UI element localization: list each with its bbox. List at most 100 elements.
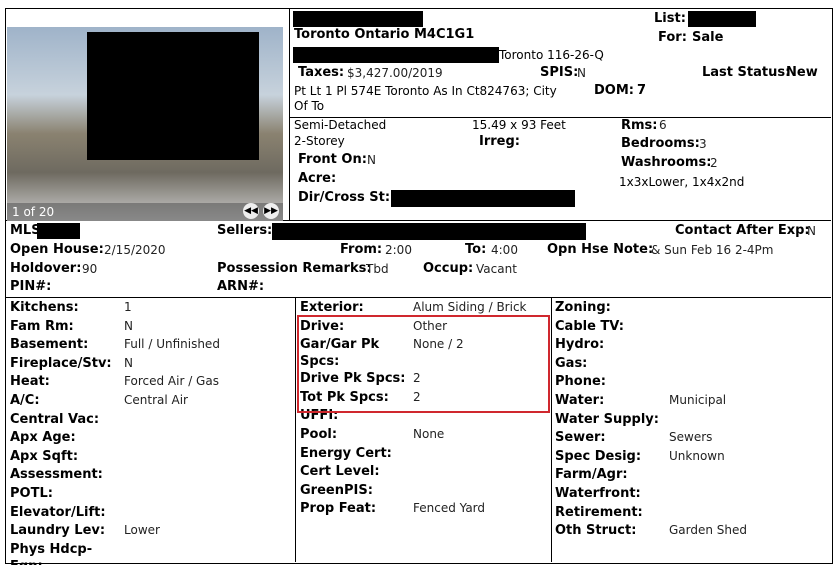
taxes-label: Taxes: — [298, 65, 345, 80]
rooms-value: 6 — [659, 118, 667, 132]
sellers-label: Sellers: — [217, 223, 273, 238]
from-value: 2:00 — [385, 243, 412, 257]
holdover-label: Holdover: — [10, 261, 82, 276]
field-value: Sewers — [669, 430, 713, 445]
for-value: Sale — [692, 30, 724, 45]
bedrooms-value: 3 — [699, 137, 707, 151]
divider — [289, 8, 290, 220]
parking-highlight-box — [297, 315, 550, 413]
field-value: Unknown — [669, 448, 725, 463]
field-value: Forced Air / Gas — [124, 374, 219, 389]
rooms-label: Rms: — [621, 118, 658, 133]
possession-value: Tbd — [366, 262, 389, 276]
field-value: None — [413, 427, 445, 441]
front-on-value: N — [367, 153, 376, 167]
field-label: Gas: — [555, 355, 588, 371]
area-code: Toronto 116-26-Q — [499, 48, 604, 62]
field-value: Lower — [124, 523, 160, 538]
field-value: Municipal — [669, 393, 727, 407]
field-label: Apx Sqft: — [10, 448, 79, 464]
field-label: Pool: — [300, 427, 338, 442]
field-value: None / 2 — [413, 337, 464, 352]
property-photo[interactable]: 1 of 20 ◀◀ ▶▶ — [7, 27, 283, 221]
arn-label: ARN#: — [217, 279, 265, 294]
field-label: Elevator/Lift: — [10, 504, 106, 520]
redaction — [87, 32, 259, 160]
open-house-note-value: & Sun Feb 16 2-4Pm — [651, 243, 774, 257]
last-status-value: New — [786, 65, 818, 80]
for-label: For: — [658, 30, 687, 45]
field-label: Water Supply: — [555, 411, 659, 427]
washroom-detail: 1x3xLower, 1x4x2nd — [619, 175, 745, 189]
divider — [5, 220, 831, 221]
city-line: Toronto Ontario M4C1G1 — [294, 27, 475, 42]
spis-label: SPIS: — [540, 65, 579, 80]
to-label: To: — [465, 242, 487, 257]
divider — [295, 297, 296, 562]
field-label: A/C: — [10, 393, 40, 408]
washrooms-value: 2 — [710, 156, 718, 170]
sheet-border — [5, 8, 833, 564]
field-label: Farm/Agr: — [555, 467, 628, 483]
field-label: Basement: — [10, 337, 89, 353]
redaction — [37, 223, 80, 239]
open-house-note-label: Opn Hse Note: — [547, 242, 654, 257]
divider — [5, 297, 831, 298]
redaction — [293, 47, 499, 63]
field-label: Fam Rm: — [10, 318, 74, 334]
field-label: Tot Pk Spcs: — [300, 389, 389, 405]
field-label: Drive: — [300, 318, 345, 334]
irreg-label: Irreg: — [479, 134, 520, 149]
redaction — [391, 190, 575, 207]
pin-label: PIN#: — [10, 279, 52, 294]
field-label: POTL: — [10, 486, 53, 501]
field-label: GreenPIS: — [300, 482, 373, 498]
dom-value: 7 — [637, 83, 647, 98]
field-label: Sewer: — [555, 430, 606, 446]
open-house-label: Open House: — [10, 242, 104, 257]
acre-label: Acre: — [298, 171, 337, 186]
lot-size: 15.49 x 93 Feet — [472, 118, 566, 132]
field-label: Oth Struct: — [555, 523, 637, 539]
bedrooms-label: Bedrooms: — [621, 136, 700, 151]
list-label: List: — [654, 11, 686, 26]
spis-value: N — [577, 66, 586, 80]
field-label: Kitchens: — [10, 300, 79, 315]
taxes-value: $3,427.00/2019 — [347, 66, 443, 80]
field-label: Heat: — [10, 374, 50, 390]
open-house-value: 2/15/2020 — [104, 243, 166, 257]
from-label: From: — [340, 242, 383, 257]
front-on-label: Front On: — [298, 152, 367, 167]
property-type: Semi-Detached — [294, 118, 387, 132]
property-style: 2-Storey — [294, 134, 345, 148]
occupancy-label: Occup: — [423, 261, 474, 276]
field-label: Prop Feat: — [300, 501, 377, 517]
field-label: Spec Desig: — [555, 448, 642, 464]
field-value: 2 — [413, 371, 421, 386]
field-label: Apx Age: — [10, 430, 76, 446]
washrooms-label: Washrooms: — [621, 155, 712, 170]
fast-forward-icon[interactable]: ▶▶ — [263, 203, 279, 219]
redaction — [272, 223, 586, 240]
field-value: Other — [413, 318, 448, 333]
field-label: Cable TV: — [555, 318, 624, 334]
field-value: Alum Siding / Brick — [413, 300, 527, 314]
field-value: 2 — [413, 389, 421, 404]
field-label: Energy Cert: — [300, 445, 392, 461]
field-label: Exterior: — [300, 300, 364, 315]
field-label: Phys Hdcp-Eqp: — [10, 541, 93, 565]
field-value: Garden Shed — [669, 523, 748, 538]
field-label: Water: — [555, 393, 605, 408]
field-value: Central Air — [124, 393, 188, 407]
field-label: Retirement: — [555, 504, 643, 520]
field-label: Fireplace/Stv: — [10, 355, 112, 371]
dom-label: DOM: — [594, 83, 634, 98]
rewind-icon[interactable]: ◀◀ — [243, 203, 259, 219]
divider — [551, 297, 552, 562]
last-status-label: Last Status: — [702, 65, 791, 80]
field-label: Assessment: — [10, 467, 103, 483]
field-label: Drive Pk Spcs: — [300, 371, 406, 387]
divider — [289, 117, 831, 118]
possession-label: Possession Remarks: — [217, 261, 372, 276]
redaction — [293, 11, 423, 27]
